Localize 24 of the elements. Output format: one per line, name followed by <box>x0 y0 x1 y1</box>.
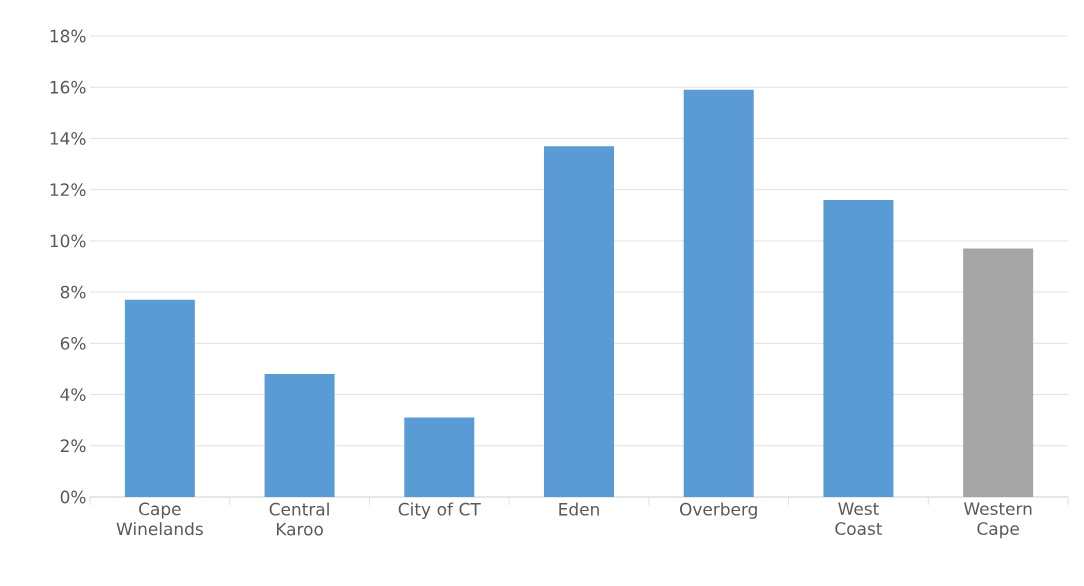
y-tick-label: 6% <box>60 336 86 350</box>
y-tick-label: 14% <box>50 132 86 145</box>
x-tick-label: West Coast <box>835 502 883 536</box>
y-tick-label: 2% <box>60 439 86 453</box>
bar <box>264 374 335 497</box>
bar <box>544 146 614 497</box>
y-tick-label: 4% <box>60 388 86 401</box>
bar <box>124 299 195 497</box>
x-tick-label: Western Cape <box>963 502 1032 539</box>
y-tick-label: 8% <box>60 285 86 299</box>
y-tick-label: 12% <box>50 183 86 197</box>
y-tick-label: 0% <box>60 490 86 504</box>
x-tick-label: City of CT <box>398 502 481 519</box>
bar <box>963 248 1034 497</box>
y-tick-label: 16% <box>50 80 86 94</box>
y-tick-label: 18% <box>50 29 86 43</box>
x-tick-label: Eden <box>559 502 599 516</box>
x-tick-label: Cape Winelands <box>116 502 203 536</box>
x-tick-label: Overberg <box>680 502 757 519</box>
bar <box>823 199 894 497</box>
x-tick-label: Central Karoo <box>269 502 329 536</box>
bar <box>683 89 754 497</box>
bar <box>404 417 475 497</box>
y-tick-label: 10% <box>50 234 86 248</box>
